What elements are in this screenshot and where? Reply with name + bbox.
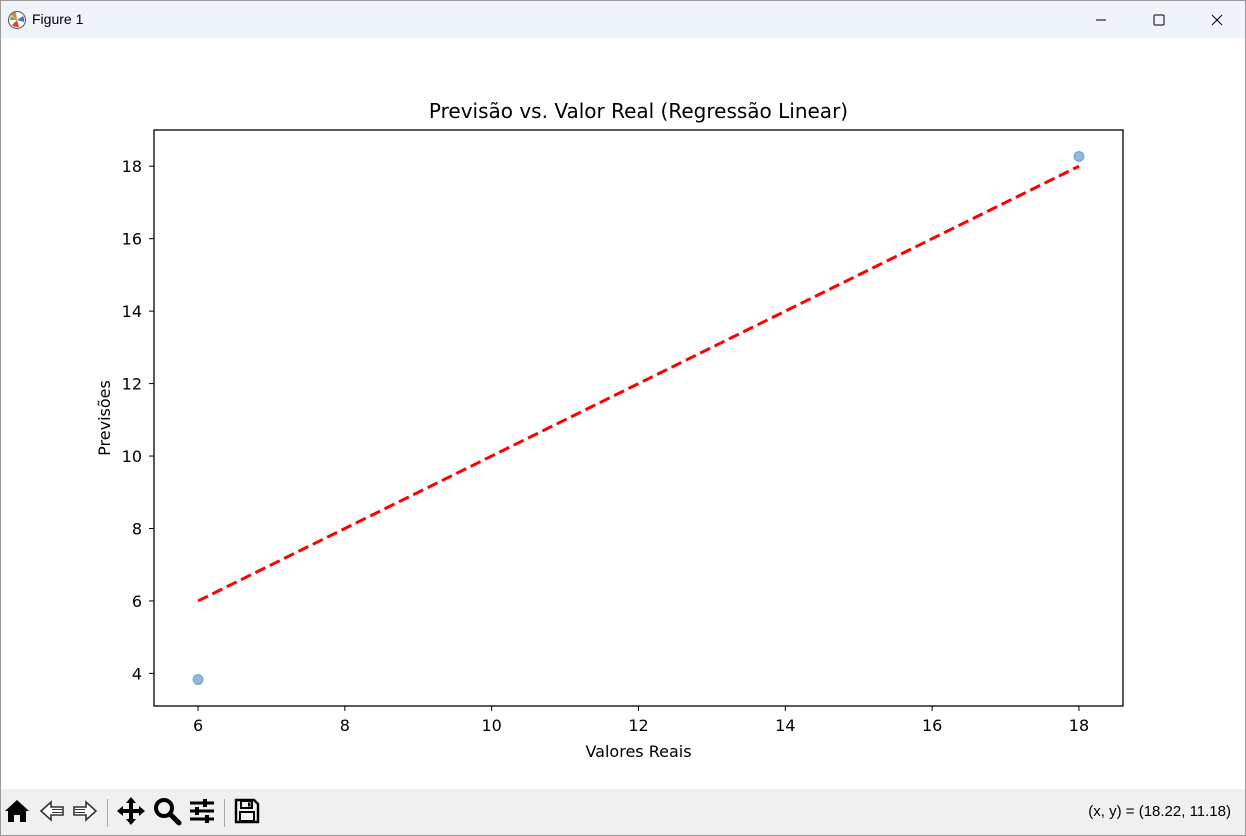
- sliders-icon: [188, 797, 216, 829]
- save-button[interactable]: [232, 798, 262, 828]
- x-tick-label: 18: [1069, 716, 1089, 735]
- window-title: Figure 1: [32, 11, 84, 27]
- x-tick-label: 12: [628, 716, 648, 735]
- close-icon: [1211, 14, 1223, 26]
- toolbar-separator: [224, 799, 225, 827]
- move-icon: [116, 796, 146, 830]
- matplotlib-icon: [7, 10, 27, 30]
- cursor-coordinates: (x, y) = (18.22, 11.18): [1088, 803, 1231, 820]
- y-tick-label: 6: [132, 592, 142, 611]
- y-tick-label: 12: [122, 375, 142, 394]
- back-button[interactable]: [37, 798, 67, 828]
- y-tick-label: 4: [132, 664, 142, 683]
- y-axis-label: Previsões: [95, 380, 114, 456]
- close-button[interactable]: [1188, 1, 1246, 38]
- figure-canvas[interactable]: Previsão vs. Valor Real (Regressão Linea…: [1, 38, 1245, 789]
- x-axis-label: Valores Reais: [585, 742, 691, 761]
- maximize-icon: [1153, 14, 1165, 26]
- y-tick-label: 8: [132, 519, 142, 538]
- toolbar-separator: [107, 799, 108, 827]
- regression-line: [197, 164, 1080, 603]
- home-button[interactable]: [2, 798, 32, 828]
- configure-subplots-button[interactable]: [187, 798, 217, 828]
- home-icon: [3, 797, 31, 829]
- y-tick-label: 14: [122, 302, 142, 321]
- maximize-button[interactable]: [1130, 1, 1188, 38]
- chart-title: Previsão vs. Valor Real (Regressão Linea…: [429, 99, 848, 123]
- minimize-icon: [1095, 14, 1107, 26]
- scatter-point: [192, 674, 204, 686]
- forward-button[interactable]: [70, 798, 100, 828]
- x-tick-label: 6: [193, 716, 203, 735]
- back-arrow-icon: [38, 797, 66, 829]
- y-tick-label: 10: [122, 447, 142, 466]
- save-icon: [233, 797, 261, 829]
- x-tick-label: 10: [482, 716, 502, 735]
- y-tick-label: 16: [122, 230, 142, 249]
- title-bar[interactable]: Figure 1: [1, 1, 1245, 38]
- navigation-toolbar: (x, y) = (18.22, 11.18): [1, 789, 1245, 835]
- x-tick-label: 16: [922, 716, 942, 735]
- x-tick-label: 8: [340, 716, 350, 735]
- scatter-chart: Previsão vs. Valor Real (Regressão Linea…: [95, 99, 1124, 761]
- x-tick-label: 14: [775, 716, 795, 735]
- y-tick-label: 18: [122, 157, 142, 176]
- zoom-button[interactable]: [152, 798, 182, 828]
- zoom-icon: [152, 796, 182, 830]
- minimize-button[interactable]: [1072, 1, 1130, 38]
- scatter-point: [1073, 150, 1085, 162]
- pan-button[interactable]: [116, 796, 146, 830]
- forward-arrow-icon: [71, 797, 99, 829]
